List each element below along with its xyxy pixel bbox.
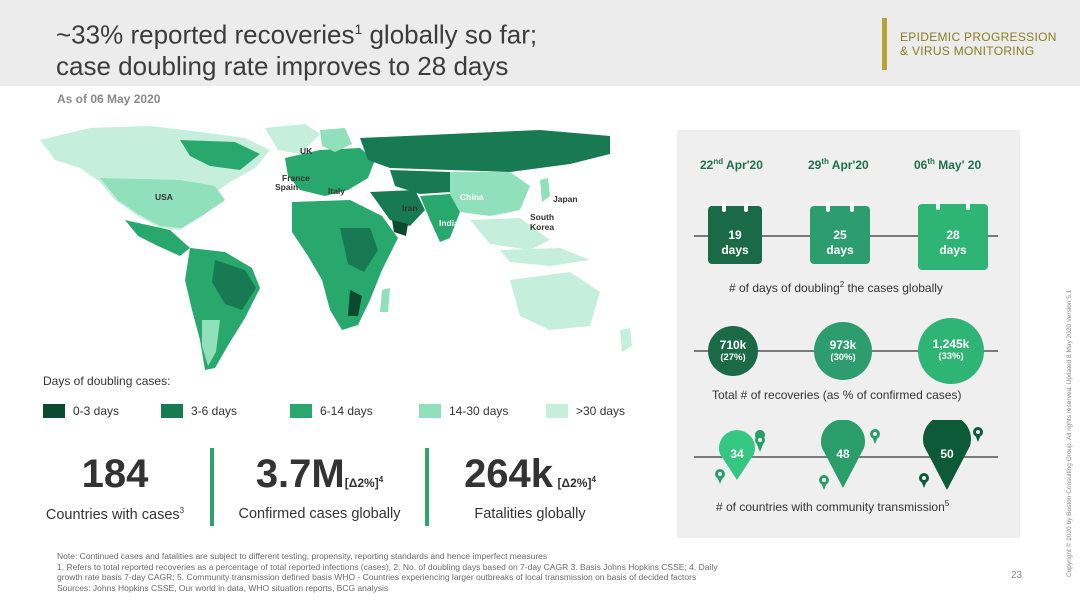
stat-caption: Countries with cases3: [45, 506, 185, 523]
map-india: [420, 194, 460, 242]
stat-caption: Confirmed cases globally: [238, 506, 401, 522]
map-label-south: South: [530, 212, 554, 222]
legend-label: 3-6 days: [191, 404, 238, 418]
stat-confirmed: 3.7M[Δ2%]4 Confirmed cases globally: [222, 452, 417, 522]
recovery-circle: 710k (27%): [708, 326, 758, 376]
community-value: 50: [940, 447, 954, 461]
stat-delta: [Δ2%]4: [557, 475, 596, 490]
map-middle-east: [370, 190, 425, 226]
stat-fatalities: 264k [Δ2%]4 Fatalities globally: [440, 452, 620, 522]
page-number: 23: [1011, 570, 1023, 581]
legend-swatch: [290, 404, 312, 418]
map-china: [450, 172, 530, 216]
map-label-uk: UK: [300, 146, 313, 156]
calendar-icon: 28 days: [918, 200, 988, 270]
legend-swatch: [419, 404, 441, 418]
legend-title: Days of doubling cases:: [43, 374, 171, 388]
map-label-japan: Japan: [553, 194, 578, 204]
map-central-asia: [390, 170, 450, 194]
stat-delta: [Δ2%]4: [344, 475, 384, 490]
map-label-india: India: [439, 218, 459, 228]
map-russia: [360, 130, 610, 172]
legend-swatch: [43, 404, 65, 418]
map-canada-east: [180, 140, 260, 170]
legend-label: 14-30 days: [449, 404, 509, 418]
map-indonesia: [500, 248, 590, 266]
map-japan: [540, 178, 550, 202]
stat-divider: [210, 448, 214, 526]
legend-label: 6-14 days: [320, 404, 373, 418]
map-label-italy: Italy: [328, 186, 345, 196]
map-mexico: [125, 220, 190, 256]
recovery-circle: 973k (30%): [814, 322, 872, 380]
map-greenland: [265, 124, 320, 154]
small-pin-icon: [919, 473, 929, 488]
section-tag: EPIDEMIC PROGRESSION & VIRUS MONITORING: [900, 30, 1057, 58]
map-scandinavia: [320, 128, 352, 152]
doubling-days: 19 days: [721, 228, 749, 257]
small-pin-icon: [973, 427, 983, 442]
small-pin-icon: [870, 429, 880, 444]
community-caption: # of countries with community transmissi…: [716, 499, 950, 514]
map-label-france: France: [282, 173, 310, 183]
map-label-iran: Iran: [402, 203, 418, 213]
recoveries-caption: Total # of recoveries (as % of confirmed…: [712, 388, 962, 402]
section-tag-bar: [882, 18, 887, 70]
map-argentina: [202, 320, 220, 366]
panel-date: 22nd Apr'20: [700, 157, 763, 172]
calendar-icon: 25 days: [810, 202, 870, 264]
map-pin-icon: [821, 420, 865, 488]
map-pin-icon: [923, 420, 971, 490]
map-africa-east: [348, 290, 362, 316]
map-label-china: China: [460, 192, 484, 202]
stat-countries: 184 Countries with cases3: [30, 452, 200, 523]
legend-label: 0-3 days: [73, 404, 120, 418]
header-band: [0, 0, 1080, 86]
map-southeast-asia: [470, 218, 550, 250]
community-value: 48: [836, 447, 850, 461]
stat-divider: [425, 448, 429, 526]
map-label-korea: Korea: [530, 222, 554, 232]
stat-value: 184: [81, 452, 149, 496]
map-label-spain: Spain: [275, 182, 298, 192]
map-africa-central: [340, 228, 378, 272]
small-pin-icon: [819, 475, 829, 490]
map-europe: [285, 148, 375, 196]
map-madagascar: [380, 288, 390, 312]
stat-caption: Fatalities globally: [474, 506, 586, 522]
page-title: ~33% reported recoveries1 globally so fa…: [56, 19, 538, 81]
map-usa: [100, 178, 225, 228]
stat-value: 264k: [464, 452, 554, 496]
map-arabia: [392, 220, 408, 236]
panel-date: 06th May' 20: [914, 157, 982, 172]
map-brazil: [212, 260, 256, 310]
legend-swatch: [546, 404, 568, 418]
map-label-usa: USA: [155, 192, 173, 202]
footnotes: Note: Continued cases and fatalities are…: [57, 551, 718, 593]
map-australia: [510, 272, 600, 330]
legend-swatch: [161, 404, 183, 418]
panel-date: 29th Apr'20: [808, 157, 869, 172]
copyright-notice: Copyright © 2020 by Boston Consulting Gr…: [1066, 289, 1073, 577]
community-value: 34: [730, 447, 744, 461]
doubling-caption: # of days of doubling2 the cases globall…: [729, 280, 943, 295]
stat-value: 3.7M: [255, 452, 345, 496]
as-of-date: As of 06 May 2020: [57, 92, 161, 106]
small-pin-icon: [755, 430, 766, 452]
map-new-zealand: [620, 328, 632, 352]
recovery-circle: 1,245k (33%): [918, 318, 984, 384]
map-pin-icon: [719, 430, 755, 480]
doubling-days: 25 days: [826, 228, 854, 257]
small-pin-icon: [715, 469, 725, 484]
calendar-icon: 19 days: [708, 202, 762, 264]
world-map: UK France Spain Italy Iran USA China Ind…: [40, 124, 632, 370]
community-pins: [715, 420, 983, 490]
legend-label: >30 days: [576, 404, 626, 418]
doubling-days: 28 days: [939, 228, 967, 257]
